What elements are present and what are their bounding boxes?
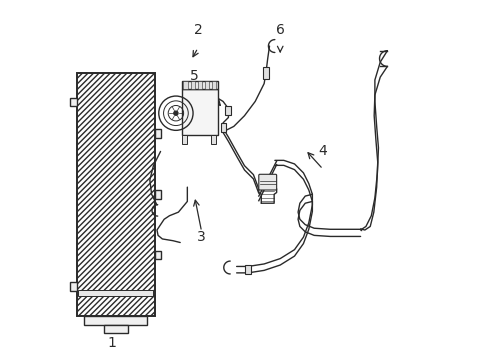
Circle shape <box>174 111 178 115</box>
Bar <box>182 135 187 144</box>
Bar <box>77 73 155 316</box>
Text: 2: 2 <box>193 23 202 37</box>
Bar <box>104 325 127 333</box>
Bar <box>210 135 216 144</box>
Bar <box>204 81 209 89</box>
Text: 5: 5 <box>190 69 199 84</box>
FancyBboxPatch shape <box>258 174 276 190</box>
Bar <box>155 251 161 260</box>
Bar <box>77 73 155 316</box>
Bar <box>190 81 194 89</box>
Text: 7: 7 <box>264 175 273 189</box>
Bar <box>182 89 217 135</box>
Bar <box>70 282 77 291</box>
Bar <box>155 190 161 199</box>
Bar <box>224 107 230 115</box>
Text: 4: 4 <box>318 144 327 158</box>
Bar <box>78 290 153 296</box>
Text: 3: 3 <box>197 230 205 244</box>
Bar <box>70 98 77 107</box>
Bar <box>155 129 161 138</box>
Bar <box>197 81 202 89</box>
Bar <box>84 316 147 325</box>
Bar <box>212 81 216 89</box>
Bar <box>220 123 226 132</box>
Bar <box>182 81 217 89</box>
Bar <box>244 265 250 274</box>
Bar <box>183 81 187 89</box>
Text: 6: 6 <box>275 23 284 37</box>
Bar <box>263 67 268 78</box>
Text: 1: 1 <box>108 336 117 350</box>
